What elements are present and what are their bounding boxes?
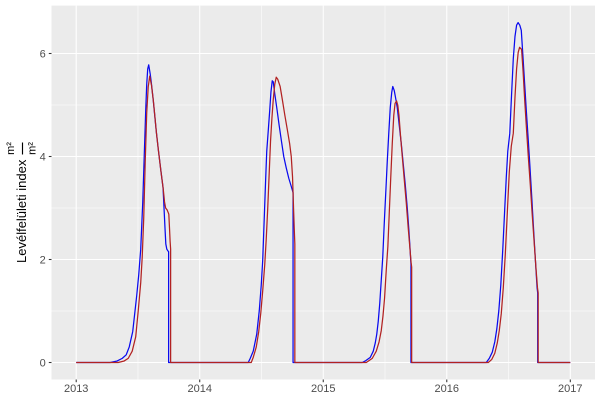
series-red <box>76 46 571 364</box>
y-tick-label: 6 <box>40 48 46 60</box>
x-tick-label: 2016 <box>435 383 459 395</box>
y-axis-title-text: Levélfelületi index <box>14 159 29 263</box>
x-tick-label: 2015 <box>311 383 335 395</box>
x-tick-label: 2013 <box>64 383 88 395</box>
y-tick-label: 4 <box>40 151 46 163</box>
y-tick-label: 2 <box>40 254 46 266</box>
fraction-denominator: m² <box>27 142 39 155</box>
axis-ticks <box>48 52 571 383</box>
fraction-numerator: m² <box>5 142 17 155</box>
grid-major <box>51 5 595 380</box>
y-axis-title: Levélfelületi index m² m² <box>5 142 39 263</box>
y-tick-label: 0 <box>40 357 46 369</box>
x-tick-label: 2014 <box>187 383 211 395</box>
x-tick-label: 2017 <box>558 383 582 395</box>
